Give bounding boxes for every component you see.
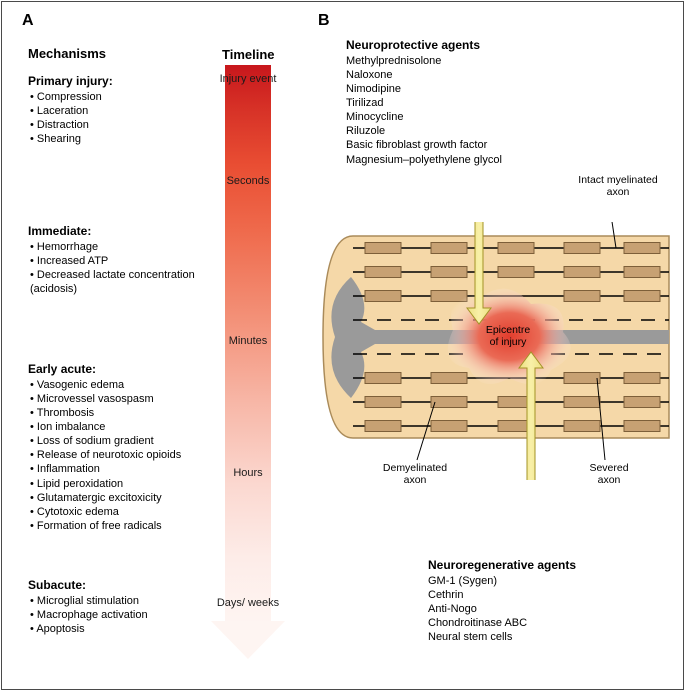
timeline-label-injury: Injury event <box>211 73 285 85</box>
early-acute-title: Early acute: <box>28 362 210 376</box>
list-item: Ion imbalance <box>30 420 210 434</box>
timeline-label-seconds: Seconds <box>211 175 285 187</box>
list-item: Formation of free radicals <box>30 519 210 533</box>
timeline-arrowhead <box>211 621 285 659</box>
list-item: Compression <box>30 90 203 104</box>
neuroprotective-title: Neuroprotective agents <box>346 38 502 52</box>
neuroregenerative-block: Neuroregenerative agents GM-1 (Sygen) Ce… <box>428 558 576 644</box>
list-item: Cytotoxic edema <box>30 505 210 519</box>
immediate-list: Hemorrhage Increased ATP Decreased lacta… <box>28 240 203 296</box>
list-item: Release of neurotoxic opioids <box>30 448 210 462</box>
list-item: Laceration <box>30 104 203 118</box>
list-item: Loss of sodium gradient <box>30 434 210 448</box>
immediate-block: Immediate: Hemorrhage Increased ATP Decr… <box>28 224 203 296</box>
list-item: Microvessel vasospasm <box>30 392 210 406</box>
immediate-title: Immediate: <box>28 224 203 238</box>
callout-demyelinated: Demyelinated axon <box>375 462 455 486</box>
list-item: Glutamatergic excitoxicity <box>30 491 210 505</box>
mechanisms-heading: Mechanisms <box>28 46 106 61</box>
callout-intact: Intact myelinated axon <box>573 174 663 198</box>
list-item: Decreased lactate concentration (acidosi… <box>30 268 203 296</box>
list-item: GM-1 (Sygen) <box>428 574 576 588</box>
subacute-list: Microglial stimulation Macrophage activa… <box>28 594 203 636</box>
neuroprotective-block: Neuroprotective agents Methylprednisolon… <box>346 38 502 167</box>
list-item: Shearing <box>30 132 203 146</box>
list-item: Inflammation <box>30 462 210 476</box>
early-acute-list: Vasogenic edema Microvessel vasospasm Th… <box>28 378 210 533</box>
spinal-cord-svg: Epicentre of injury <box>313 222 673 480</box>
list-item: Naloxone <box>346 68 502 82</box>
list-item: Thrombosis <box>30 406 210 420</box>
list-item: Anti-Nogo <box>428 602 576 616</box>
list-item: Neural stem cells <box>428 630 576 644</box>
list-item: Chondroitinase ABC <box>428 616 576 630</box>
primary-injury-title: Primary injury: <box>28 74 203 88</box>
list-item: Methylprednisolone <box>346 54 502 68</box>
timeline-label-hours: Hours <box>211 467 285 479</box>
timeline-label-days: Days/ weeks <box>211 597 285 609</box>
list-item: Lipid peroxidation <box>30 477 210 491</box>
timeline-label-minutes: Minutes <box>211 335 285 347</box>
primary-injury-block: Primary injury: Compression Laceration D… <box>28 74 203 146</box>
list-item: Increased ATP <box>30 254 203 268</box>
callout-severed: Severed axon <box>579 462 639 486</box>
panel-b-label: B <box>318 12 330 30</box>
list-item: Basic fibroblast growth factor <box>346 138 502 152</box>
list-item: Cethrin <box>428 588 576 602</box>
figure-frame: A B Mechanisms Timeline Injury event Sec… <box>1 1 684 690</box>
primary-injury-list: Compression Laceration Distraction Shear… <box>28 90 203 146</box>
subacute-block: Subacute: Microglial stimulation Macroph… <box>28 578 203 636</box>
list-item: Minocycline <box>346 110 502 124</box>
early-acute-block: Early acute: Vasogenic edema Microvessel… <box>28 362 210 533</box>
list-item: Macrophage activation <box>30 608 203 622</box>
subacute-title: Subacute: <box>28 578 203 592</box>
timeline-heading: Timeline <box>222 47 275 62</box>
timeline-arrow: Injury event Seconds Minutes Hours Days/… <box>211 65 285 677</box>
list-item: Microglial stimulation <box>30 594 203 608</box>
list-item: Vasogenic edema <box>30 378 210 392</box>
list-item: Apoptosis <box>30 622 203 636</box>
list-item: Nimodipine <box>346 82 502 96</box>
neuroregenerative-title: Neuroregenerative agents <box>428 558 576 572</box>
panel-a-label: A <box>22 12 34 30</box>
epicentre-label-2: of injury <box>490 336 528 348</box>
spinal-cord-diagram: Epicentre of injury Intact myelinated ax… <box>313 222 673 480</box>
list-item: Distraction <box>30 118 203 132</box>
list-item: Magnesium–polyethylene glycol <box>346 153 502 167</box>
epicentre-label-1: Epicentre <box>486 324 531 336</box>
list-item: Riluzole <box>346 124 502 138</box>
list-item: Hemorrhage <box>30 240 203 254</box>
list-item: Tirilizad <box>346 96 502 110</box>
